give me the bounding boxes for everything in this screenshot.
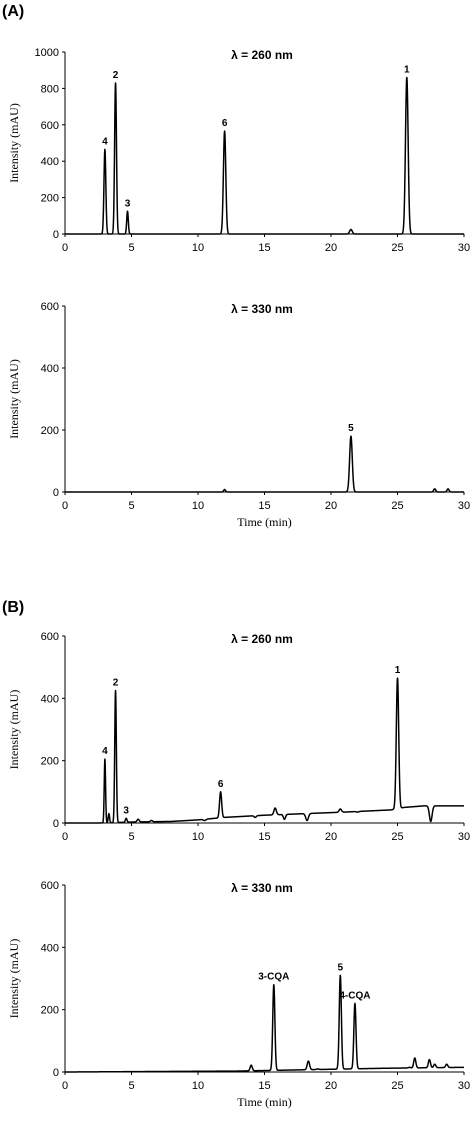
chromatogram-trace xyxy=(64,76,465,235)
x-tick-label: 0 xyxy=(62,1080,68,1092)
x-tick-label: 15 xyxy=(258,1080,270,1092)
y-tick-label: 400 xyxy=(41,363,59,375)
y-tick-label: 1000 xyxy=(35,47,59,59)
y-tick-label: 600 xyxy=(41,120,59,132)
x-axis-title: Time (min) xyxy=(237,1095,292,1109)
peak-label: 4 xyxy=(102,136,108,147)
peak-label: 3 xyxy=(125,198,131,209)
peak-label: 6 xyxy=(222,118,228,129)
x-tick-label: 5 xyxy=(128,242,134,254)
x-tick-label: 0 xyxy=(62,500,68,512)
chart-title: λ = 260 nm xyxy=(231,48,293,62)
y-tick-label: 600 xyxy=(41,301,59,313)
y-tick-label: 200 xyxy=(41,1005,59,1017)
x-tick-label: 5 xyxy=(128,500,134,512)
x-tick-label: 25 xyxy=(391,831,403,843)
chromatogram-trace xyxy=(64,677,465,824)
y-tick-label: 0 xyxy=(53,1067,59,1079)
y-tick-label: 800 xyxy=(41,83,59,95)
panel-label-a: (A) xyxy=(2,3,24,20)
x-tick-label: 25 xyxy=(391,242,403,254)
peak-label: 5 xyxy=(348,423,354,434)
x-tick-label: 30 xyxy=(458,242,470,254)
chart-3: 0 200 400 600 0 5 10 15 20 25 30 Intensity (mAU) λ =… xyxy=(7,631,470,843)
peak-label: 6 xyxy=(218,779,224,790)
x-tick-label: 5 xyxy=(128,1080,134,1092)
x-tick-label: 10 xyxy=(192,242,204,254)
x-tick-label: 20 xyxy=(325,831,337,843)
chromatogram-trace xyxy=(64,974,465,1073)
y-tick-label: 0 xyxy=(53,487,59,499)
peak-label: 5 xyxy=(338,962,344,973)
panel-label-b: (B) xyxy=(2,599,24,616)
chromatogram-trace xyxy=(64,435,465,493)
y-axis-title: Intensity (mAU) xyxy=(7,939,21,1019)
x-tick-label: 10 xyxy=(192,500,204,512)
y-axis-title: Intensity (mAU) xyxy=(7,690,21,770)
chart-2: 0 200 400 600 0 5 10 15 20 25 30 Intensity (mAU) Tim… xyxy=(7,301,470,529)
y-tick-label: 0 xyxy=(53,229,59,241)
y-tick-label: 200 xyxy=(41,756,59,768)
x-tick-label: 20 xyxy=(325,242,337,254)
x-tick-label: 25 xyxy=(391,500,403,512)
chart-4: 0 200 400 600 0 5 10 15 20 25 30 Intensity (mAU) Tim… xyxy=(7,880,470,1109)
x-tick-label: 30 xyxy=(458,1080,470,1092)
peak-label: 1 xyxy=(404,64,410,75)
x-tick-label: 15 xyxy=(258,831,270,843)
x-tick-label: 30 xyxy=(458,500,470,512)
y-tick-label: 200 xyxy=(41,193,59,205)
peak-label: 2 xyxy=(113,70,119,81)
peak-label: 4-CQA xyxy=(339,990,370,1001)
peak-label: 3 xyxy=(123,805,129,816)
y-tick-label: 0 xyxy=(53,818,59,830)
x-tick-label: 10 xyxy=(192,831,204,843)
x-tick-label: 20 xyxy=(325,1080,337,1092)
x-axis-title: Time (min) xyxy=(237,515,292,529)
y-tick-label: 400 xyxy=(41,156,59,168)
chart-1: 0 200 400 600 800 1000 0 5 10 15 20 25 30 Intensity (… xyxy=(7,47,470,254)
y-axis-title: Intensity (mAU) xyxy=(7,103,21,183)
x-tick-label: 10 xyxy=(192,1080,204,1092)
peak-label: 1 xyxy=(395,665,401,676)
x-tick-label: 30 xyxy=(458,831,470,843)
x-tick-label: 0 xyxy=(62,831,68,843)
peak-label: 2 xyxy=(113,678,119,689)
x-tick-label: 0 xyxy=(62,242,68,254)
chart-title: λ = 330 nm xyxy=(231,302,293,316)
x-tick-label: 25 xyxy=(391,1080,403,1092)
chart-title: λ = 260 nm xyxy=(231,632,293,646)
x-tick-label: 20 xyxy=(325,500,337,512)
y-tick-label: 200 xyxy=(41,425,59,437)
x-tick-label: 5 xyxy=(128,831,134,843)
y-tick-label: 400 xyxy=(41,942,59,954)
peak-label: 4 xyxy=(102,746,108,757)
chart-title: λ = 330 nm xyxy=(231,881,293,895)
y-tick-label: 600 xyxy=(41,880,59,892)
y-tick-label: 400 xyxy=(41,693,59,705)
y-tick-label: 600 xyxy=(41,631,59,643)
y-axis-title: Intensity (mAU) xyxy=(7,359,21,439)
x-tick-label: 15 xyxy=(258,500,270,512)
peak-label: 3-CQA xyxy=(258,972,289,983)
x-tick-label: 15 xyxy=(258,242,270,254)
